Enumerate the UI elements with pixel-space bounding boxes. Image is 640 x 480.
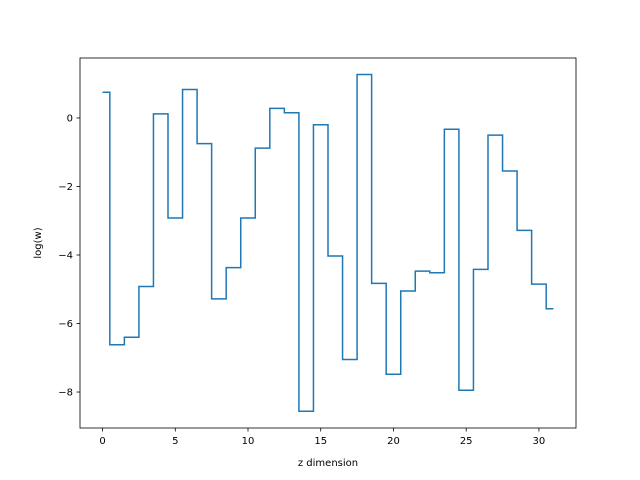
x-tick-label: 10	[242, 436, 255, 447]
x-tick-label: 0	[99, 436, 105, 447]
x-axis-ticks: 0 5 10 15 20 25 30	[99, 428, 545, 447]
y-tick-label: −8	[58, 388, 73, 399]
x-tick-label: 25	[460, 436, 473, 447]
x-axis-label: z dimension	[298, 458, 358, 469]
plot-frame	[79, 57, 577, 429]
y-axis-label: log(w)	[33, 227, 44, 258]
x-tick-label: 30	[533, 436, 546, 447]
series-layer	[102, 73, 554, 412]
y-tick-label: −4	[58, 250, 73, 261]
y-axis-ticks: −8 −6 −4 −2 0	[58, 113, 80, 399]
y-tick-label: 0	[67, 113, 73, 124]
x-tick-label: 20	[387, 436, 400, 447]
x-tick-label: 15	[314, 436, 327, 447]
y-tick-label: −2	[58, 182, 73, 193]
x-tick-label: 5	[172, 436, 178, 447]
series-line-0	[102, 73, 554, 412]
y-tick-label: −6	[58, 319, 73, 330]
